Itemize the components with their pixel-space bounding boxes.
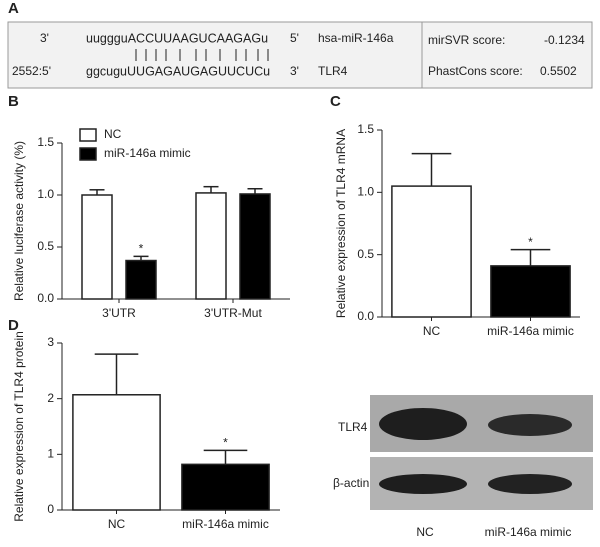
- alignment-box: [7, 21, 593, 89]
- mirna-name: hsa-miR-146a: [318, 31, 394, 45]
- legend-label: NC: [104, 127, 122, 141]
- y-axis-label: Relative expression of TLR4 protein: [12, 331, 26, 522]
- panel-label: B: [8, 93, 19, 110]
- significance: *: [223, 436, 228, 450]
- end-label: 5': [290, 31, 299, 45]
- score-value: -0.1234: [544, 33, 585, 47]
- blot-band: [488, 474, 572, 494]
- bar: [181, 463, 270, 511]
- bar: [125, 259, 157, 300]
- significance: *: [139, 242, 144, 256]
- y-tick-label: 2: [47, 391, 54, 405]
- y-tick-label: 1.5: [357, 122, 374, 136]
- score-label: mirSVR score:: [428, 33, 505, 47]
- legend-swatch: [79, 147, 97, 161]
- y-tick-label: 0.0: [37, 291, 54, 305]
- y-tick-label: 1.0: [37, 187, 54, 201]
- band-label: β-actin: [333, 476, 369, 490]
- x-tick-label: 3'UTR: [102, 306, 136, 320]
- y-axis-label: Relative luciferase activity (%): [12, 141, 26, 301]
- y-tick-label: 1: [47, 447, 54, 461]
- legend-swatch: [79, 128, 97, 142]
- y-tick-label: 0: [47, 502, 54, 516]
- x-tick-label: 3'UTR-Mut: [204, 306, 262, 320]
- x-tick-label: miR-146a mimic: [487, 324, 574, 338]
- lane-label: miR-146a mimic: [485, 525, 572, 539]
- panel-label: A: [8, 0, 19, 17]
- bar: [391, 185, 472, 318]
- y-tick-label: 3: [47, 335, 54, 349]
- bar: [81, 194, 113, 300]
- bar: [239, 193, 271, 300]
- y-tick-label: 1.0: [357, 185, 374, 199]
- panel-label: D: [8, 317, 19, 334]
- y-tick-label: 0.0: [357, 309, 374, 323]
- base-pairs: [135, 49, 269, 61]
- score-label: PhastCons score:: [428, 64, 523, 78]
- y-tick-label: 0.5: [357, 247, 374, 261]
- target-name: TLR4: [318, 64, 348, 78]
- bar: [490, 265, 571, 318]
- score-value: 0.5502: [540, 64, 577, 78]
- legend-label: miR-146a mimic: [104, 146, 191, 160]
- band-label: TLR4: [338, 420, 368, 434]
- position-label: 2552:5': [12, 64, 51, 78]
- target-sequence: ggcuguUUGAGAUGAGUUCUCu: [86, 64, 270, 78]
- x-tick-label: NC: [108, 517, 126, 531]
- y-tick-label: 0.5: [37, 239, 54, 253]
- lane-label: NC: [416, 525, 434, 539]
- bar: [195, 192, 227, 300]
- significance: *: [528, 235, 533, 249]
- blot-band: [379, 474, 467, 494]
- x-tick-label: NC: [423, 324, 441, 338]
- mirna-sequence: uuggguACCUUAAGUCAAGAGu: [86, 31, 268, 45]
- panel-label: C: [330, 93, 341, 110]
- end-label: 3': [40, 31, 49, 45]
- y-axis-label: Relative expression of TLR4 mRNA: [334, 129, 348, 318]
- end-label: 3': [290, 64, 299, 78]
- x-tick-label: miR-146a mimic: [182, 517, 269, 531]
- blot-band: [379, 408, 467, 440]
- y-tick-label: 1.5: [37, 135, 54, 149]
- blot-band: [488, 414, 572, 436]
- bar: [72, 394, 161, 511]
